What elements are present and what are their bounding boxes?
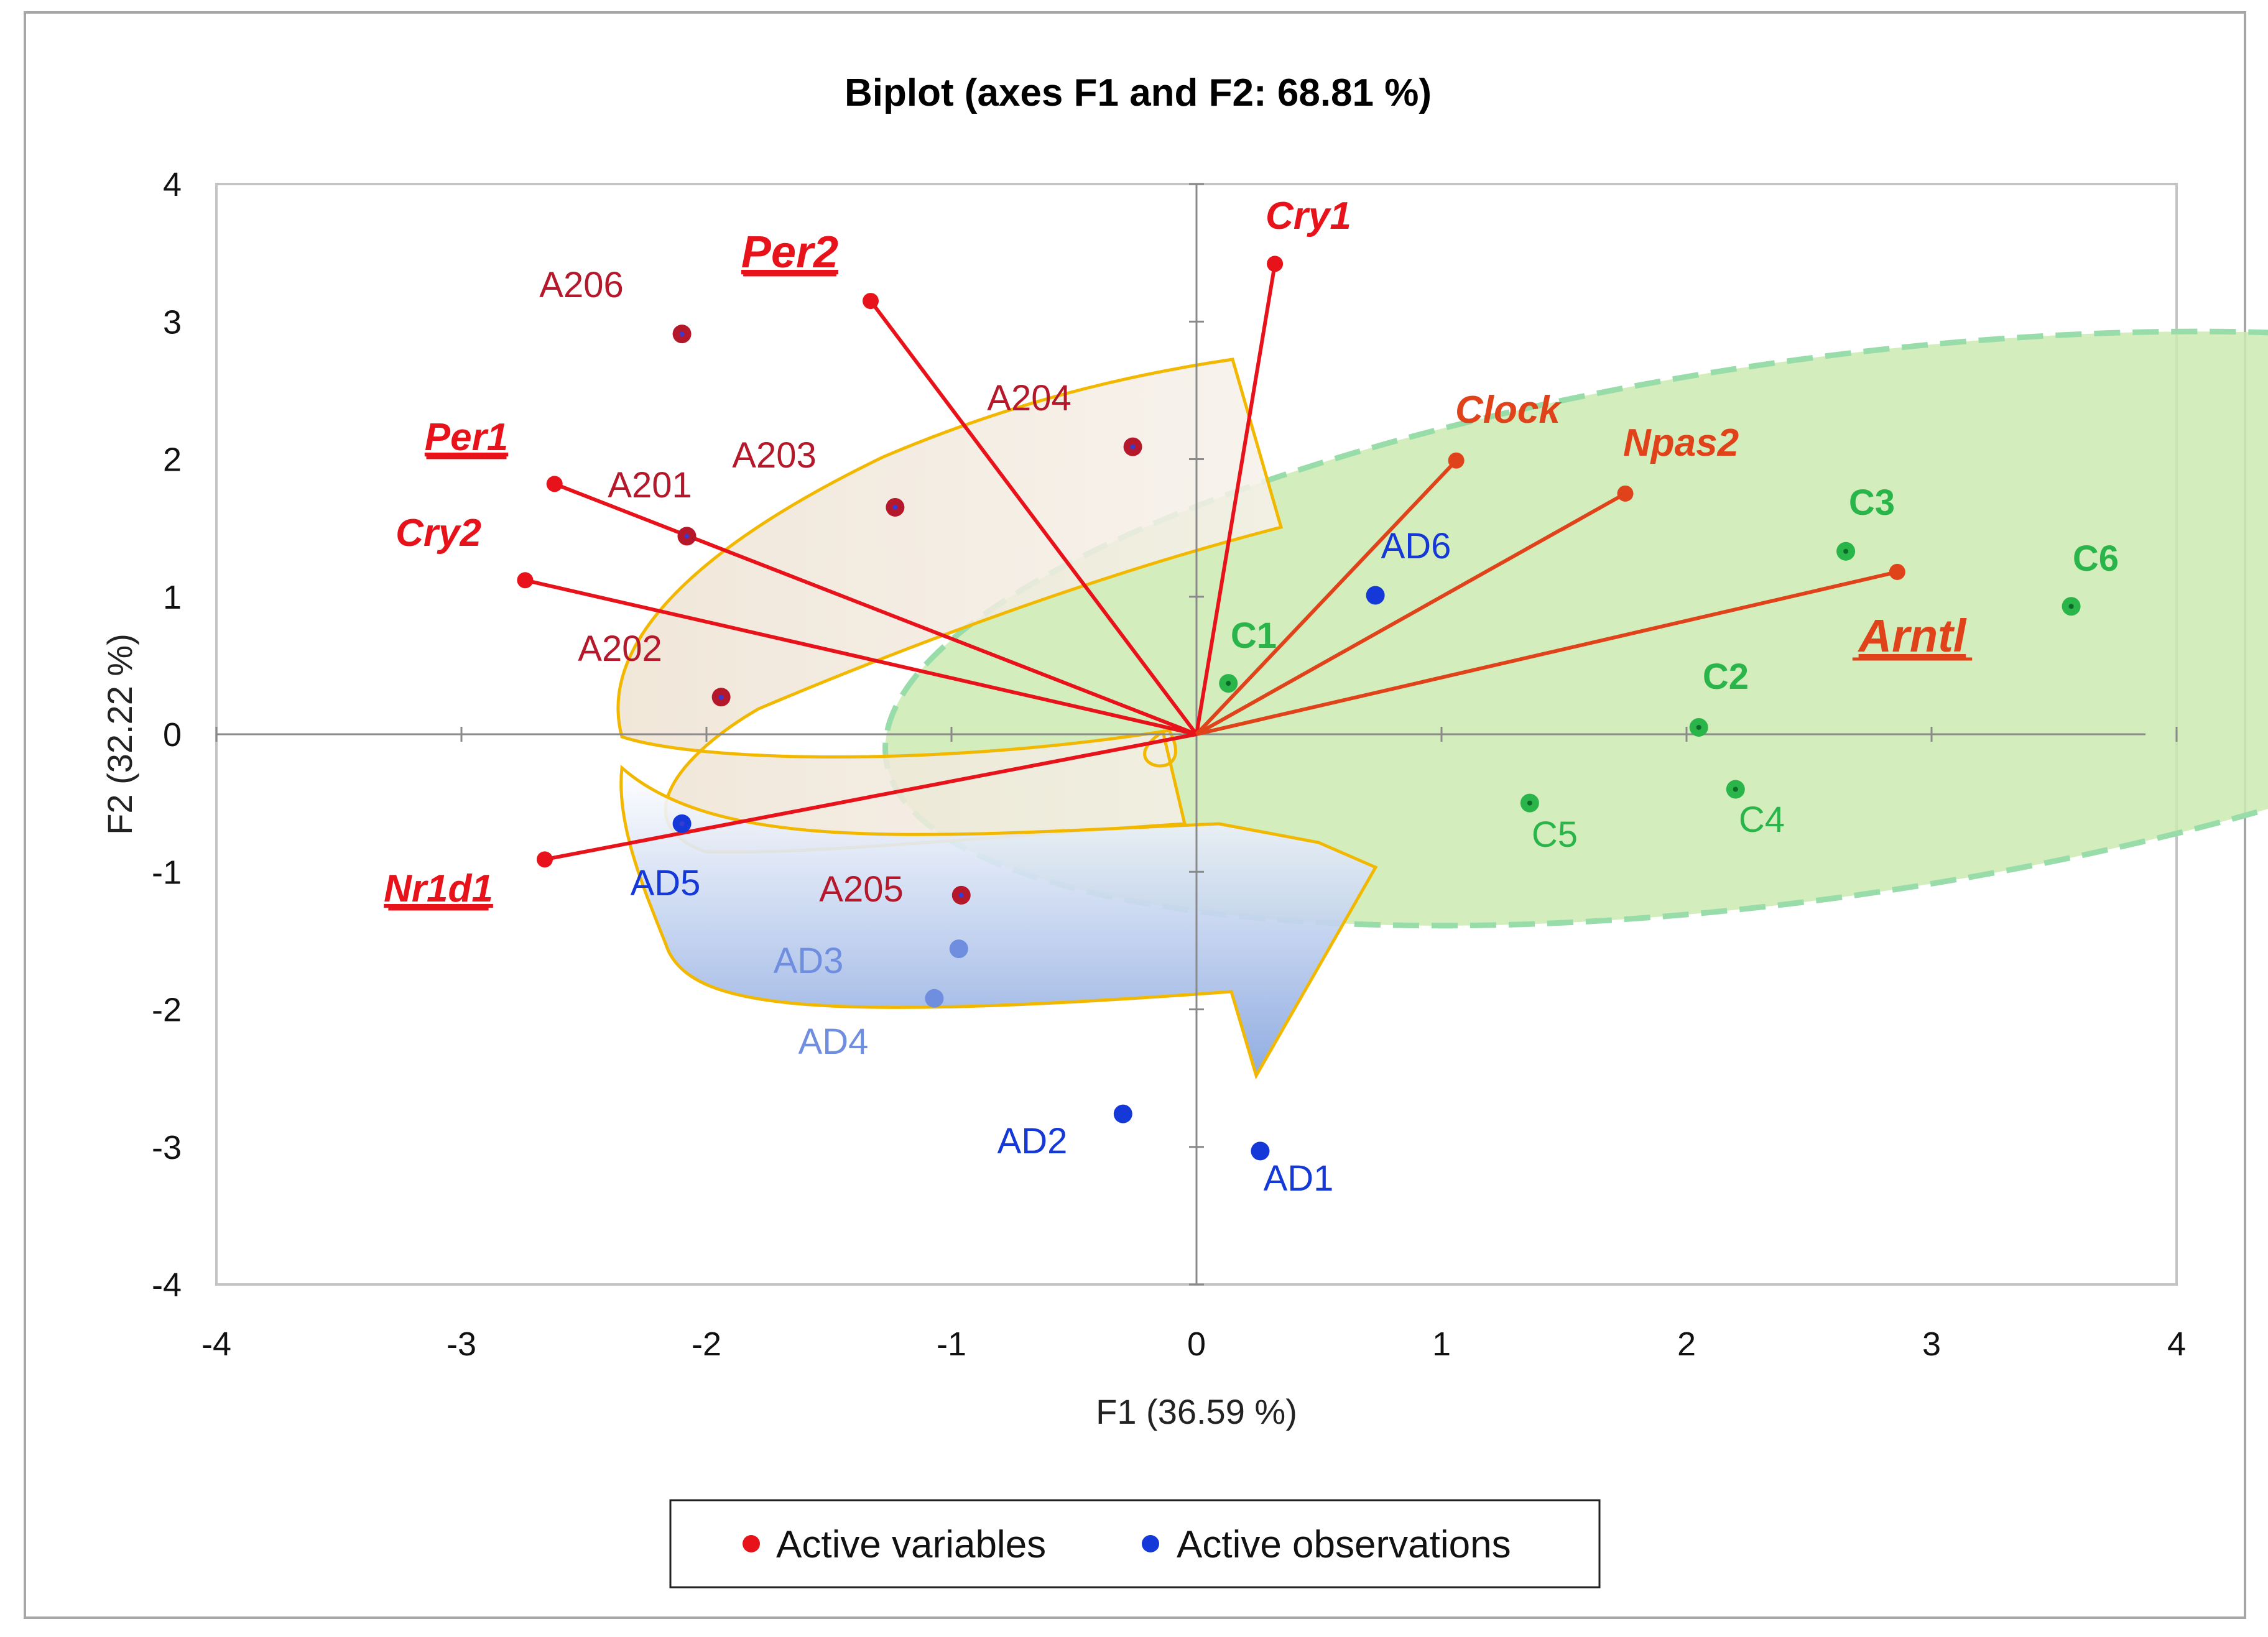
variable-vector-per2 <box>869 300 1198 735</box>
variable-label-per2: Per2 <box>741 228 838 277</box>
y-tick-label: -2 <box>152 992 182 1029</box>
observation-point-ad6 <box>1366 586 1385 605</box>
variable-point-per1 <box>546 476 563 492</box>
observation-label-a204: A204 <box>987 378 1071 418</box>
variable-point-npas2 <box>1617 485 1634 502</box>
y-tick-label: 1 <box>163 579 182 616</box>
observation-point-ad1 <box>1251 1141 1270 1161</box>
y-tick-label: 0 <box>163 716 182 754</box>
variable-point-per2 <box>862 293 879 310</box>
variable-point-cry2 <box>517 572 534 589</box>
variable-label-npas2: Npas2 <box>1623 422 1739 464</box>
observation-label-c4: C4 <box>1739 800 1785 840</box>
y-tick-label: 2 <box>163 441 182 479</box>
observation-label-c3: C3 <box>1849 482 1895 523</box>
observation-point-center <box>1696 724 1701 730</box>
x-tick-label: 3 <box>1922 1326 1941 1363</box>
observation-point-center <box>1843 548 1849 554</box>
observation-label-c1: C1 <box>1231 616 1277 656</box>
legend-label-variables: Active variables <box>776 1523 1046 1566</box>
observation-label-ad2: AD2 <box>997 1121 1068 1161</box>
y-tick-label: -1 <box>152 854 182 891</box>
variable-vector-cry2 <box>524 578 1197 736</box>
variable-vector-npas2 <box>1195 492 1626 736</box>
variable-point-cry1 <box>1267 256 1284 272</box>
observation-label-a202: A202 <box>578 629 662 669</box>
observation-point-center <box>684 533 690 539</box>
observation-point-center <box>892 504 898 510</box>
variable-vector-arntl <box>1196 570 1898 736</box>
x-tick-label: -1 <box>937 1326 966 1363</box>
variable-vector-clock <box>1195 459 1458 736</box>
observation-point-center <box>958 892 964 898</box>
observation-point-center <box>1130 444 1136 450</box>
aging-trajectory-band <box>616 357 1284 854</box>
x-tick-label: 0 <box>1187 1326 1206 1363</box>
legend-label-observations: Active observations <box>1177 1523 1511 1566</box>
variable-vector-cry1 <box>1195 263 1277 735</box>
point-labels: Cry1 Per2 Per1 Cry2 Nr1d1 Clock Npas2 Arntl A201… <box>384 195 2119 1199</box>
x-tick-label: 2 <box>1677 1326 1696 1363</box>
x-tick-label: -3 <box>447 1326 476 1363</box>
group-highlights <box>616 328 2268 1080</box>
legend: Active variables Active observations <box>669 1499 1601 1589</box>
observation-label-ad4: AD4 <box>798 1021 869 1062</box>
y-tick-label: -4 <box>152 1266 182 1304</box>
observation-label-ad1: AD1 <box>1264 1158 1334 1199</box>
observation-point-center <box>679 821 685 826</box>
variable-label-cry2: Cry2 <box>396 512 481 555</box>
variable-point-clock <box>1448 452 1465 469</box>
legend-marker-variables <box>743 1535 760 1552</box>
y-axis-label: F2 (32.22 %) <box>100 634 139 835</box>
x-tick-label: 4 <box>2167 1326 2186 1363</box>
observation-label-a201: A201 <box>608 465 692 505</box>
x-tick-label: 1 <box>1432 1326 1451 1363</box>
observation-label-ad5: AD5 <box>631 863 701 903</box>
observation-label-a206: A206 <box>539 265 623 305</box>
variable-label-per1: Per1 <box>425 416 508 459</box>
x-tick-label: -4 <box>201 1326 231 1363</box>
variable-label-nr1d1: Nr1d1 <box>384 867 493 910</box>
y-tick-label: 3 <box>163 303 182 341</box>
aging-trajectory-arrow <box>619 764 1378 1080</box>
x-axis-ticks: -4 -3 -2 -1 0 1 2 3 4 <box>201 727 2186 1363</box>
y-axis-ticks: -4 -3 -2 -1 0 1 2 3 4 <box>152 166 1204 1304</box>
legend-box <box>669 1499 1601 1589</box>
y-tick-label: -3 <box>152 1129 182 1166</box>
variable-point-nr1d1 <box>536 851 553 868</box>
observation-point-ad4 <box>925 989 944 1008</box>
variable-vector-nr1d1 <box>544 732 1197 862</box>
x-tick-label: -2 <box>692 1326 721 1363</box>
variable-label-cry1: Cry1 <box>1266 195 1351 237</box>
variable-vectors <box>517 256 1905 868</box>
legend-marker-observations <box>1142 1535 1159 1552</box>
observation-point-center <box>1226 681 1231 686</box>
observation-label-a203: A203 <box>732 435 816 476</box>
variable-vector-per1 <box>553 482 1198 736</box>
variable-label-arntl: Arntl <box>1858 610 1967 662</box>
chart-title: Biplot (axes F1 and F2: 68.81 %) <box>845 71 1432 114</box>
observation-label-a205: A205 <box>819 869 903 910</box>
observation-point-center <box>679 331 685 337</box>
observation-point-center <box>1733 786 1738 792</box>
variable-point-arntl <box>1889 563 1905 580</box>
variable-label-clock: Clock <box>1455 389 1562 431</box>
observation-label-ad3: AD3 <box>774 941 844 981</box>
observation-label-c2: C2 <box>1703 657 1749 697</box>
observation-point-center <box>1527 800 1532 806</box>
observation-point-center <box>718 694 724 700</box>
observation-point-ad3 <box>949 939 968 959</box>
observation-label-c5: C5 <box>1532 814 1578 855</box>
observation-points <box>672 325 2081 1161</box>
observation-point-center <box>2068 604 2074 609</box>
y-tick-label: 4 <box>163 166 182 203</box>
x-axis-label: F1 (36.59 %) <box>1096 1392 1297 1431</box>
observation-label-c6: C6 <box>2073 538 2119 579</box>
observation-label-ad6: AD6 <box>1381 526 1451 566</box>
observation-point-ad2 <box>1113 1104 1132 1123</box>
